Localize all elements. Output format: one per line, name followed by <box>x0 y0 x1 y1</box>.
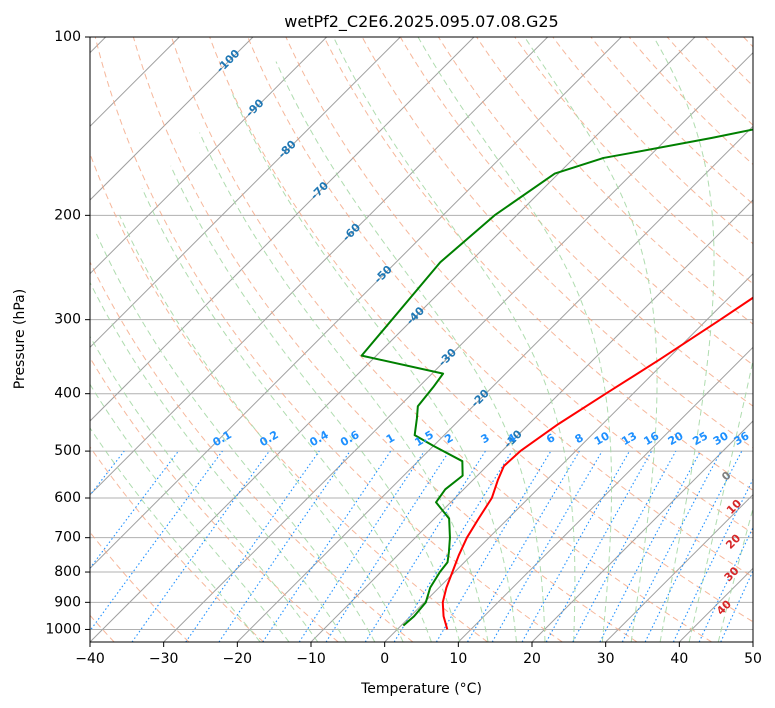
skewed-isotherm <box>531 420 753 642</box>
dry-adiabat <box>247 37 753 578</box>
dry-adiabat <box>94 37 563 642</box>
moist-adiabat <box>119 215 404 642</box>
moist-adiabat <box>90 281 347 642</box>
moist-adiabat <box>90 383 290 642</box>
mixing-ratio-line <box>90 450 223 632</box>
moist-adiabat <box>717 506 753 642</box>
y-tick-label: 200 <box>54 207 81 223</box>
skewed-isotherm <box>236 125 753 642</box>
moist-adiabat <box>688 358 753 642</box>
mixing-ratio-line <box>545 450 653 642</box>
x-tick-label: 20 <box>523 651 541 667</box>
dry-adiabat <box>132 37 638 642</box>
background-lines <box>90 37 753 642</box>
y-tick-label: 500 <box>54 443 81 459</box>
y-tick-label: 600 <box>54 490 81 506</box>
dry-adiabat <box>90 260 414 642</box>
skewed-isotherm <box>90 37 328 275</box>
plot-area: -100-90-80-70-60-50-40-30-20-100.1 0.2 0.4… <box>90 37 753 642</box>
y-tick-label: 800 <box>54 564 81 580</box>
moist-adiabat <box>90 335 319 642</box>
y-axis-label: Pressure (hPa) <box>12 289 28 389</box>
moist-adiabat <box>95 233 376 642</box>
mixing-ratio-line <box>644 450 743 642</box>
skewed-isotherm <box>384 272 753 642</box>
skewed-isotherm <box>90 37 401 349</box>
mixing-ratio-line <box>90 450 179 570</box>
skewed-isotherm <box>90 37 622 570</box>
temperature-profile <box>441 296 753 630</box>
moist-adiabat <box>417 37 613 642</box>
skewed-isotherm <box>457 346 753 642</box>
skewed-isotherm <box>605 493 753 642</box>
moist-adiabat <box>653 37 715 642</box>
dry-adiabat <box>209 37 753 623</box>
y-tick-label: 900 <box>54 594 81 610</box>
y-tick-label: 100 <box>54 29 81 45</box>
dry-adiabat <box>514 37 753 285</box>
mixing-ratio-line <box>298 450 425 642</box>
x-tick-label: 40 <box>670 651 688 667</box>
moist-adiabat <box>170 165 461 642</box>
moist-adiabat <box>524 37 658 642</box>
x-tick-label: −20 <box>223 651 253 667</box>
mixing-ratio-line <box>131 450 270 642</box>
dry-adiabat <box>361 37 753 449</box>
dry-adiabat <box>476 37 753 325</box>
x-axis: −40 −30 −20 −10 0 10 20 30 40 50 <box>75 642 762 667</box>
y-axis: 100 200 300 400 500 600 700 800 900 1000 <box>45 29 90 637</box>
moist-adiabat <box>90 427 261 642</box>
skewed-isotherm <box>90 37 549 496</box>
data-lines <box>360 128 753 630</box>
chart-title: wetPf2_C2E6.2025.095.07.08.G25 <box>284 12 558 32</box>
x-tick-label: 50 <box>744 651 762 667</box>
x-tick-label: −40 <box>75 651 105 667</box>
moist-adiabat <box>232 94 517 642</box>
mixing-ratio-line <box>218 450 351 642</box>
mixing-ratio-line <box>572 450 677 642</box>
mixing-ratio-line <box>262 450 392 642</box>
mixing-ratio-line <box>393 450 513 642</box>
skewed-isotherm <box>163 51 753 642</box>
mixing-ratio-line <box>325 450 450 642</box>
moist-adiabat <box>141 188 432 642</box>
mixing-ratio-line <box>185 450 320 642</box>
moist-adiabat <box>332 37 576 642</box>
y-tick-label: 1000 <box>45 621 81 637</box>
skewed-isotherm <box>90 37 475 422</box>
x-tick-label: 10 <box>449 651 467 667</box>
plot-frame <box>89 36 754 643</box>
x-tick-label: −10 <box>296 651 326 667</box>
x-tick-label: 30 <box>597 651 615 667</box>
dry-adiabat <box>323 37 753 491</box>
y-tick-label: 300 <box>54 312 81 328</box>
x-axis-label: Temperature (°C) <box>360 681 482 697</box>
y-tick-label: 700 <box>54 530 81 546</box>
x-tick-label: −30 <box>149 651 179 667</box>
x-tick-label: 0 <box>380 651 389 667</box>
mixing-ratio-line <box>672 478 753 642</box>
mixing-ratio-line <box>521 450 630 642</box>
dry-adiabat <box>90 446 264 642</box>
skewed-isotherm <box>90 37 254 201</box>
dewpoint-profile <box>360 128 753 627</box>
skewed-isotherm <box>90 37 696 642</box>
dry-adiabat <box>628 37 753 166</box>
dry-adiabat <box>399 37 753 407</box>
y-tick-label: 400 <box>54 386 81 402</box>
